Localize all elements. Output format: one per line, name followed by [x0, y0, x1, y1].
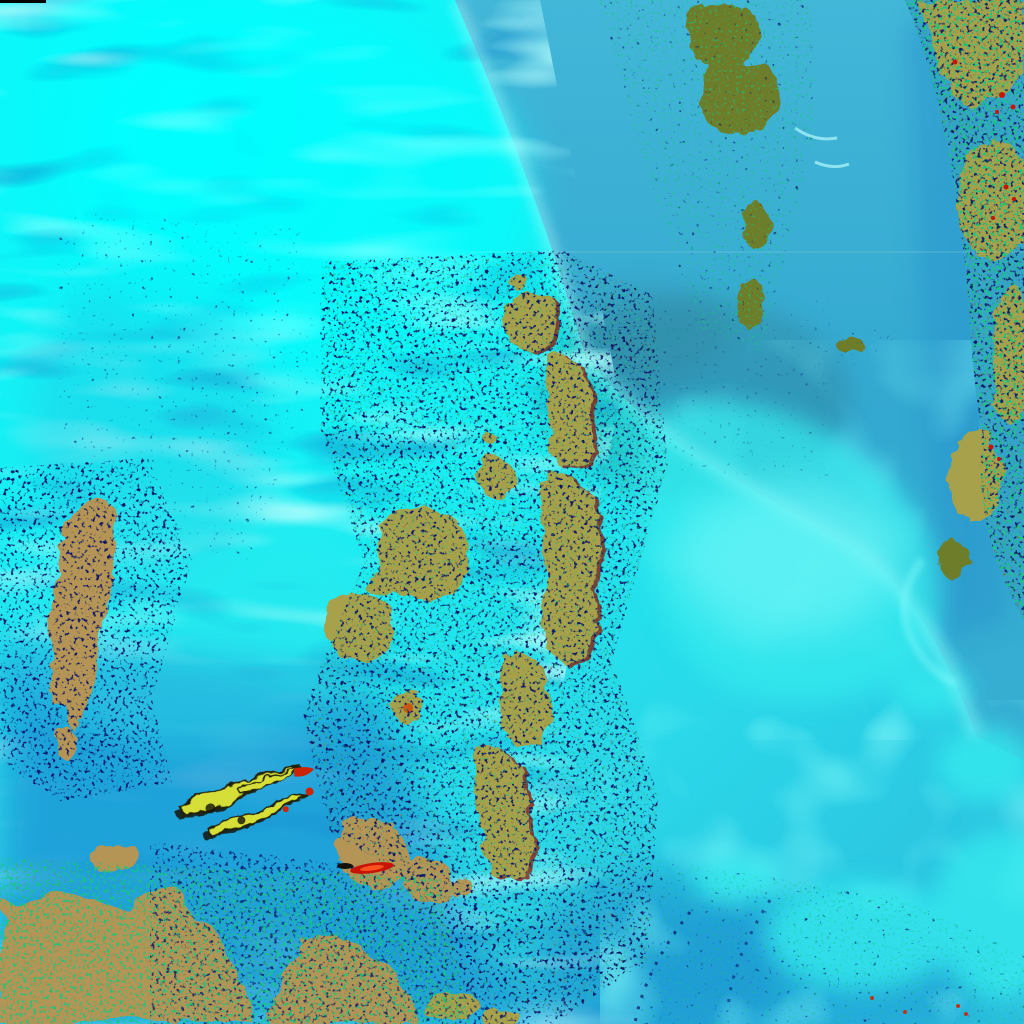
corner-artifact-strip	[0, 0, 46, 3]
